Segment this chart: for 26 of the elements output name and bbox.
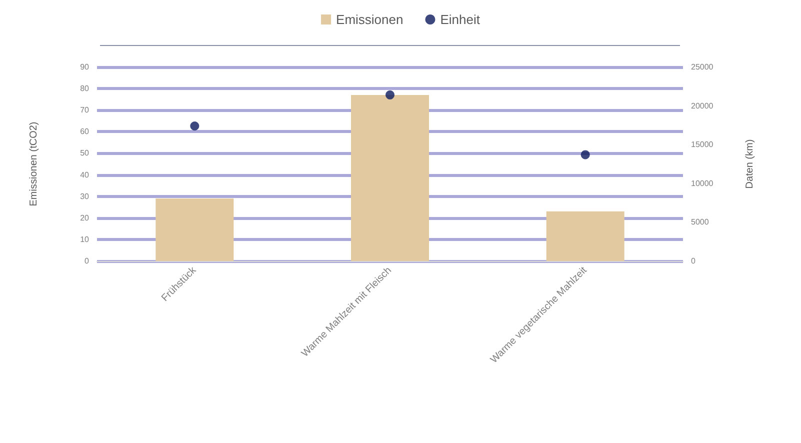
y-tick-label: 30	[80, 192, 90, 201]
y2-tick-label: 15000	[691, 140, 714, 150]
point	[386, 90, 394, 100]
point	[190, 121, 200, 130]
bar	[546, 211, 624, 261]
legend-label: Einheit	[440, 12, 480, 27]
y-tick-label: 70	[80, 106, 90, 115]
y-tick-label: 20	[80, 213, 90, 222]
y-tick-label: 50	[80, 148, 90, 158]
y-tick-label: 80	[80, 84, 90, 94]
bar	[156, 198, 234, 261]
y-tick-label: 90	[80, 62, 90, 72]
y2-axis-title: Daten (km)	[744, 139, 756, 189]
y-tick-label: 40	[80, 170, 90, 180]
point	[580, 150, 590, 160]
y-tick-label: 10	[80, 234, 90, 244]
y-axis-title: Emissionen (tCO2)	[28, 122, 40, 206]
bar	[351, 95, 429, 261]
y-tick-label: 0	[84, 256, 90, 266]
y2-tick-label: 5000	[691, 218, 710, 227]
y2-tick-label: 20000	[691, 101, 714, 110]
y2-tick-label: 10000	[691, 178, 714, 188]
y2-tick-label: 0	[691, 256, 696, 266]
legend-label: Emissionen	[336, 12, 404, 27]
y-tick-label: 60	[80, 127, 90, 136]
y2-tick-label: 25000	[691, 62, 714, 72]
